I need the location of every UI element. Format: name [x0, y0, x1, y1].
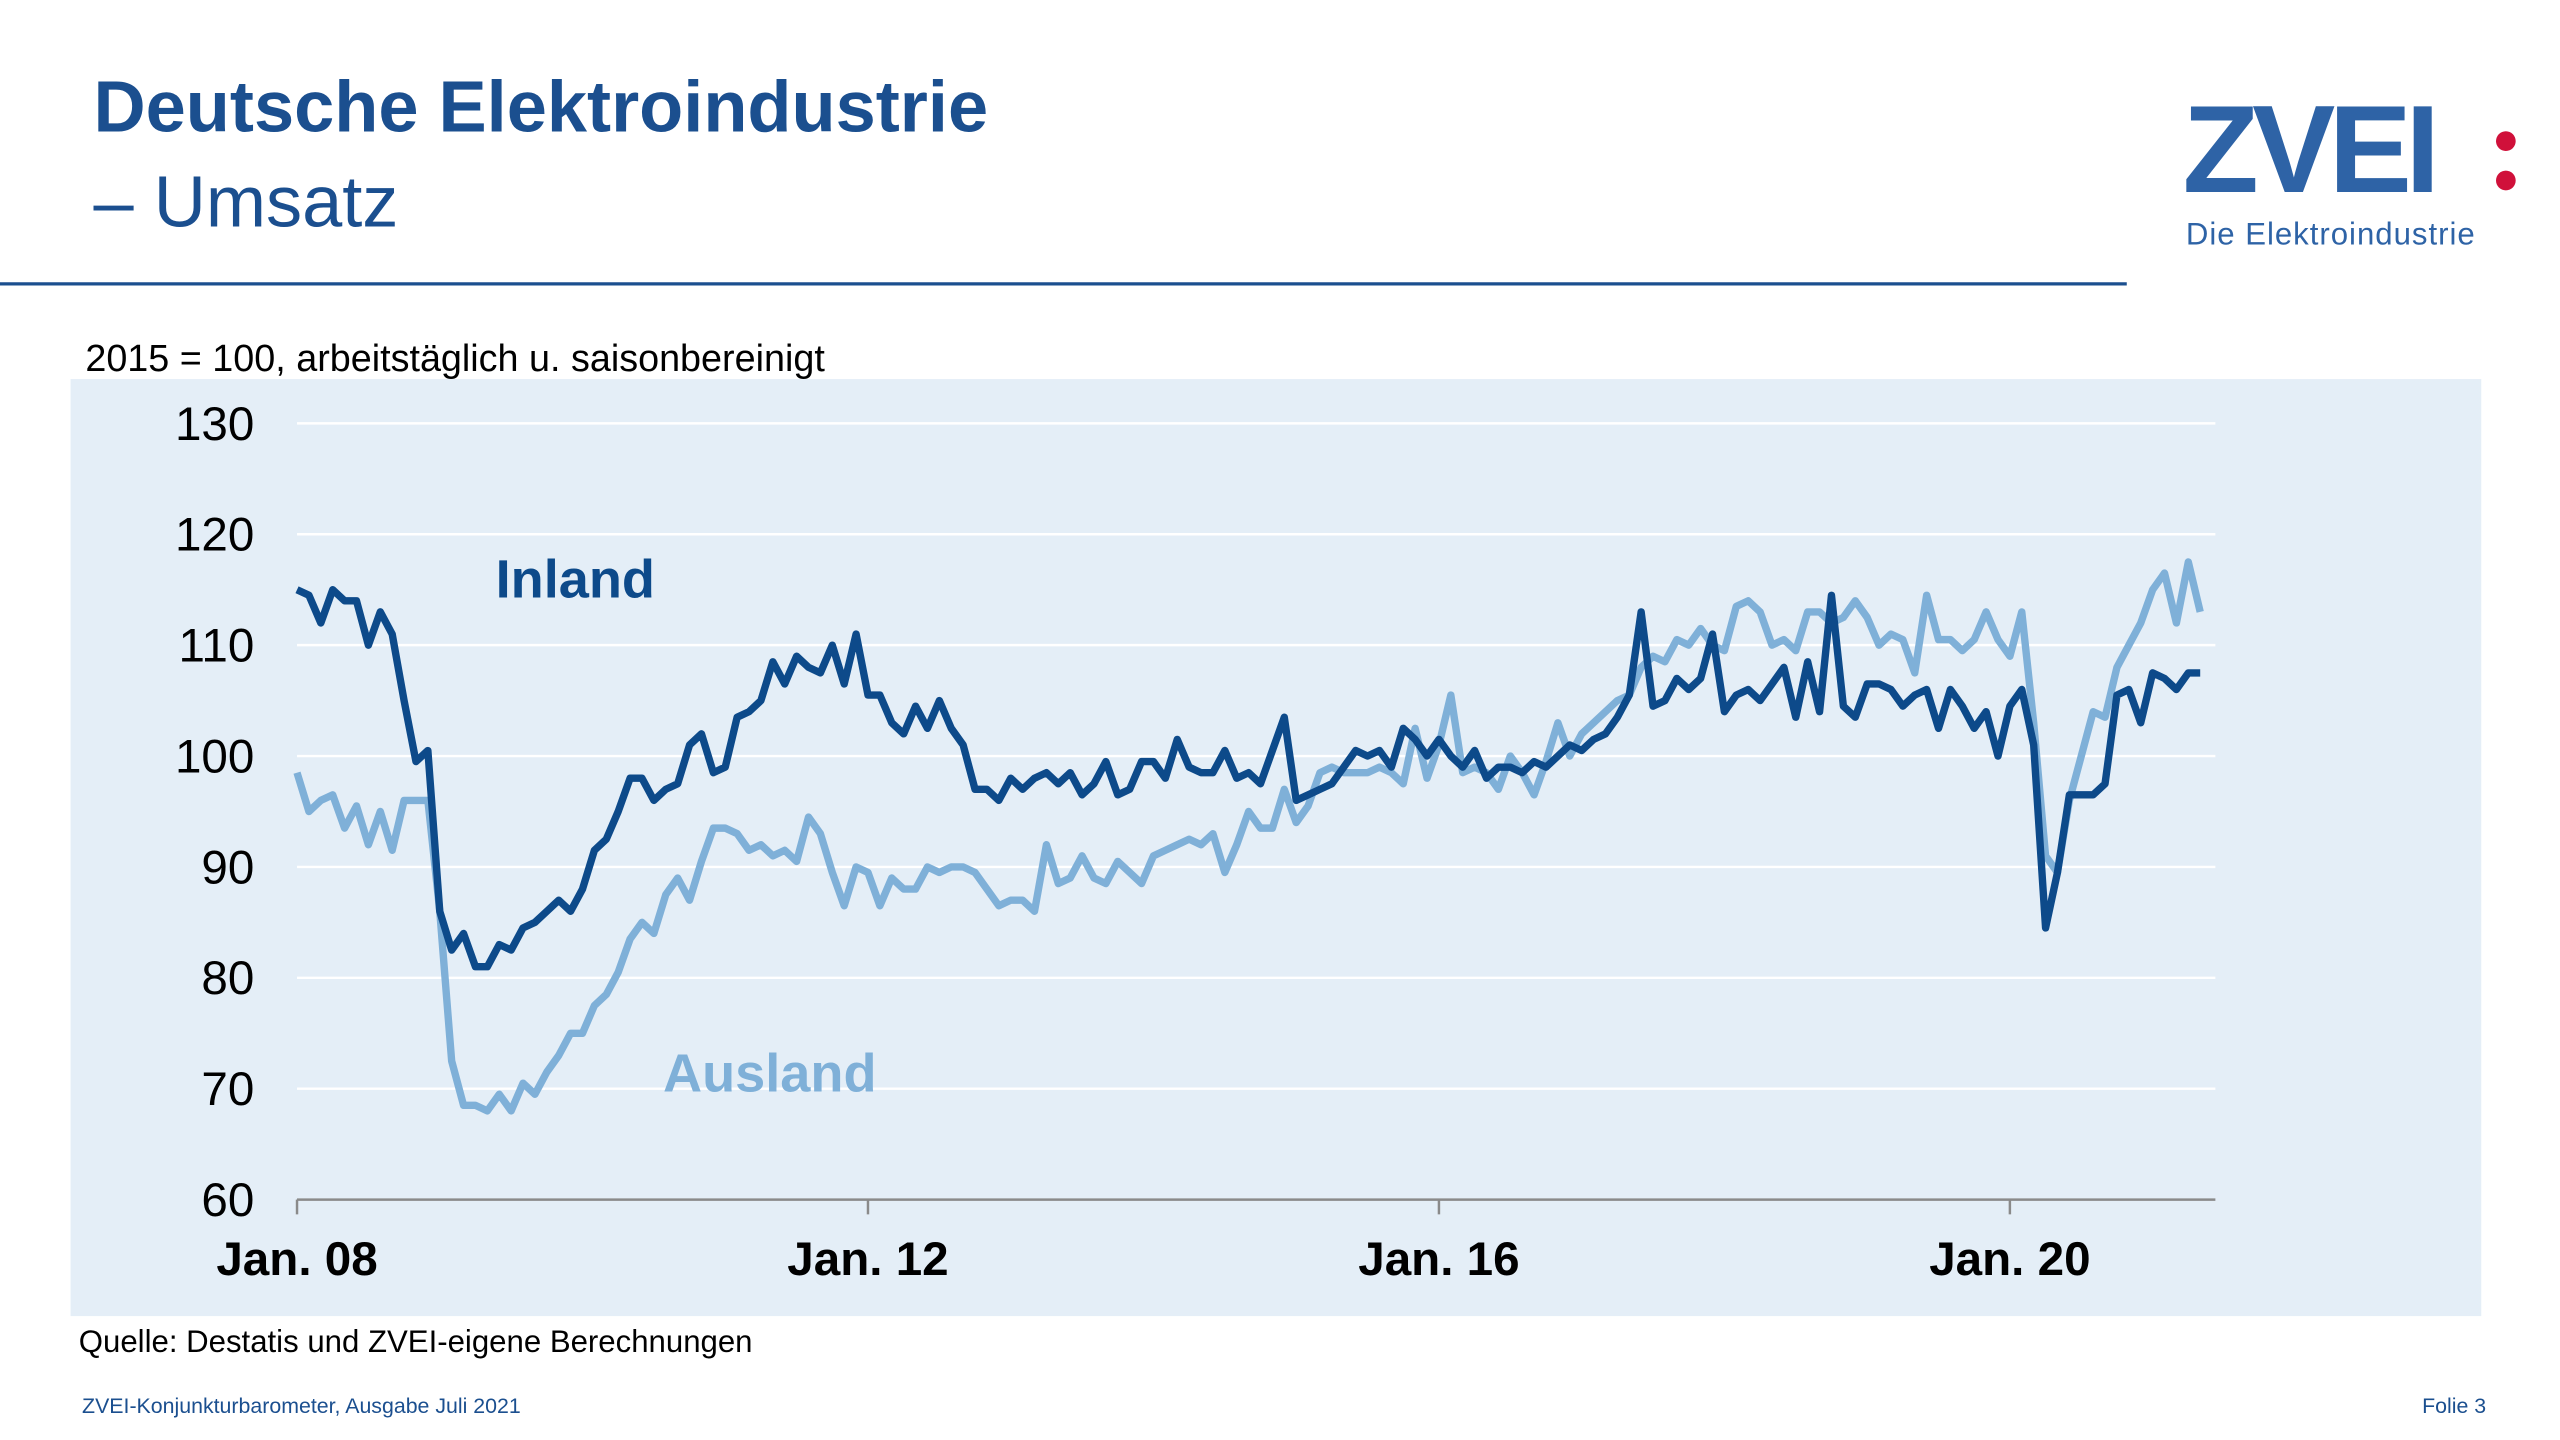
y-tick-label: 120	[175, 509, 254, 562]
slide-title: Deutsche Elektroindustrie	[94, 67, 989, 147]
logo-dot	[2496, 170, 2516, 191]
logo-tagline: Die Elektroindustrie	[2186, 217, 2476, 252]
slide-subtitle: – Umsatz	[94, 162, 399, 242]
logo-name: ZVEI	[2183, 80, 2434, 219]
y-tick-label: 60	[201, 1174, 254, 1227]
logo-dot	[2496, 131, 2516, 151]
y-tick-label: 90	[201, 841, 254, 894]
source: Quelle: Destatis und ZVEI-eigene Berechn…	[79, 1324, 753, 1359]
plot: 60 70 80 90 100 110 120 130 Jan. 08 Jan. 12 Jan. 1…	[175, 398, 2216, 1286]
chart-subtitle: 2015 = 100, arbeitstäglich u. saisonbere…	[85, 337, 825, 379]
footer-left: ZVEI-Konjunkturbarometer, Ausgabe Juli 2…	[82, 1394, 521, 1418]
y-tick-label: 110	[178, 620, 254, 673]
series-label: Inland	[496, 549, 655, 609]
x-tick-label: Jan. 20	[1929, 1233, 2090, 1286]
footer-right: Folie 3	[2422, 1394, 2486, 1418]
x-tick-label: Jan. 08	[216, 1233, 377, 1286]
series-label: Ausland	[663, 1043, 877, 1103]
y-tick-label: 80	[201, 952, 254, 1005]
y-tick-label: 130	[175, 398, 254, 451]
series-line	[295, 586, 2201, 971]
y-tick-label: 100	[175, 730, 254, 783]
y-tick-label: 70	[201, 1063, 254, 1116]
x-tick-label: Jan. 16	[1358, 1233, 1519, 1286]
series-line	[293, 558, 2204, 1115]
x-tick-label: Jan. 12	[787, 1233, 948, 1286]
